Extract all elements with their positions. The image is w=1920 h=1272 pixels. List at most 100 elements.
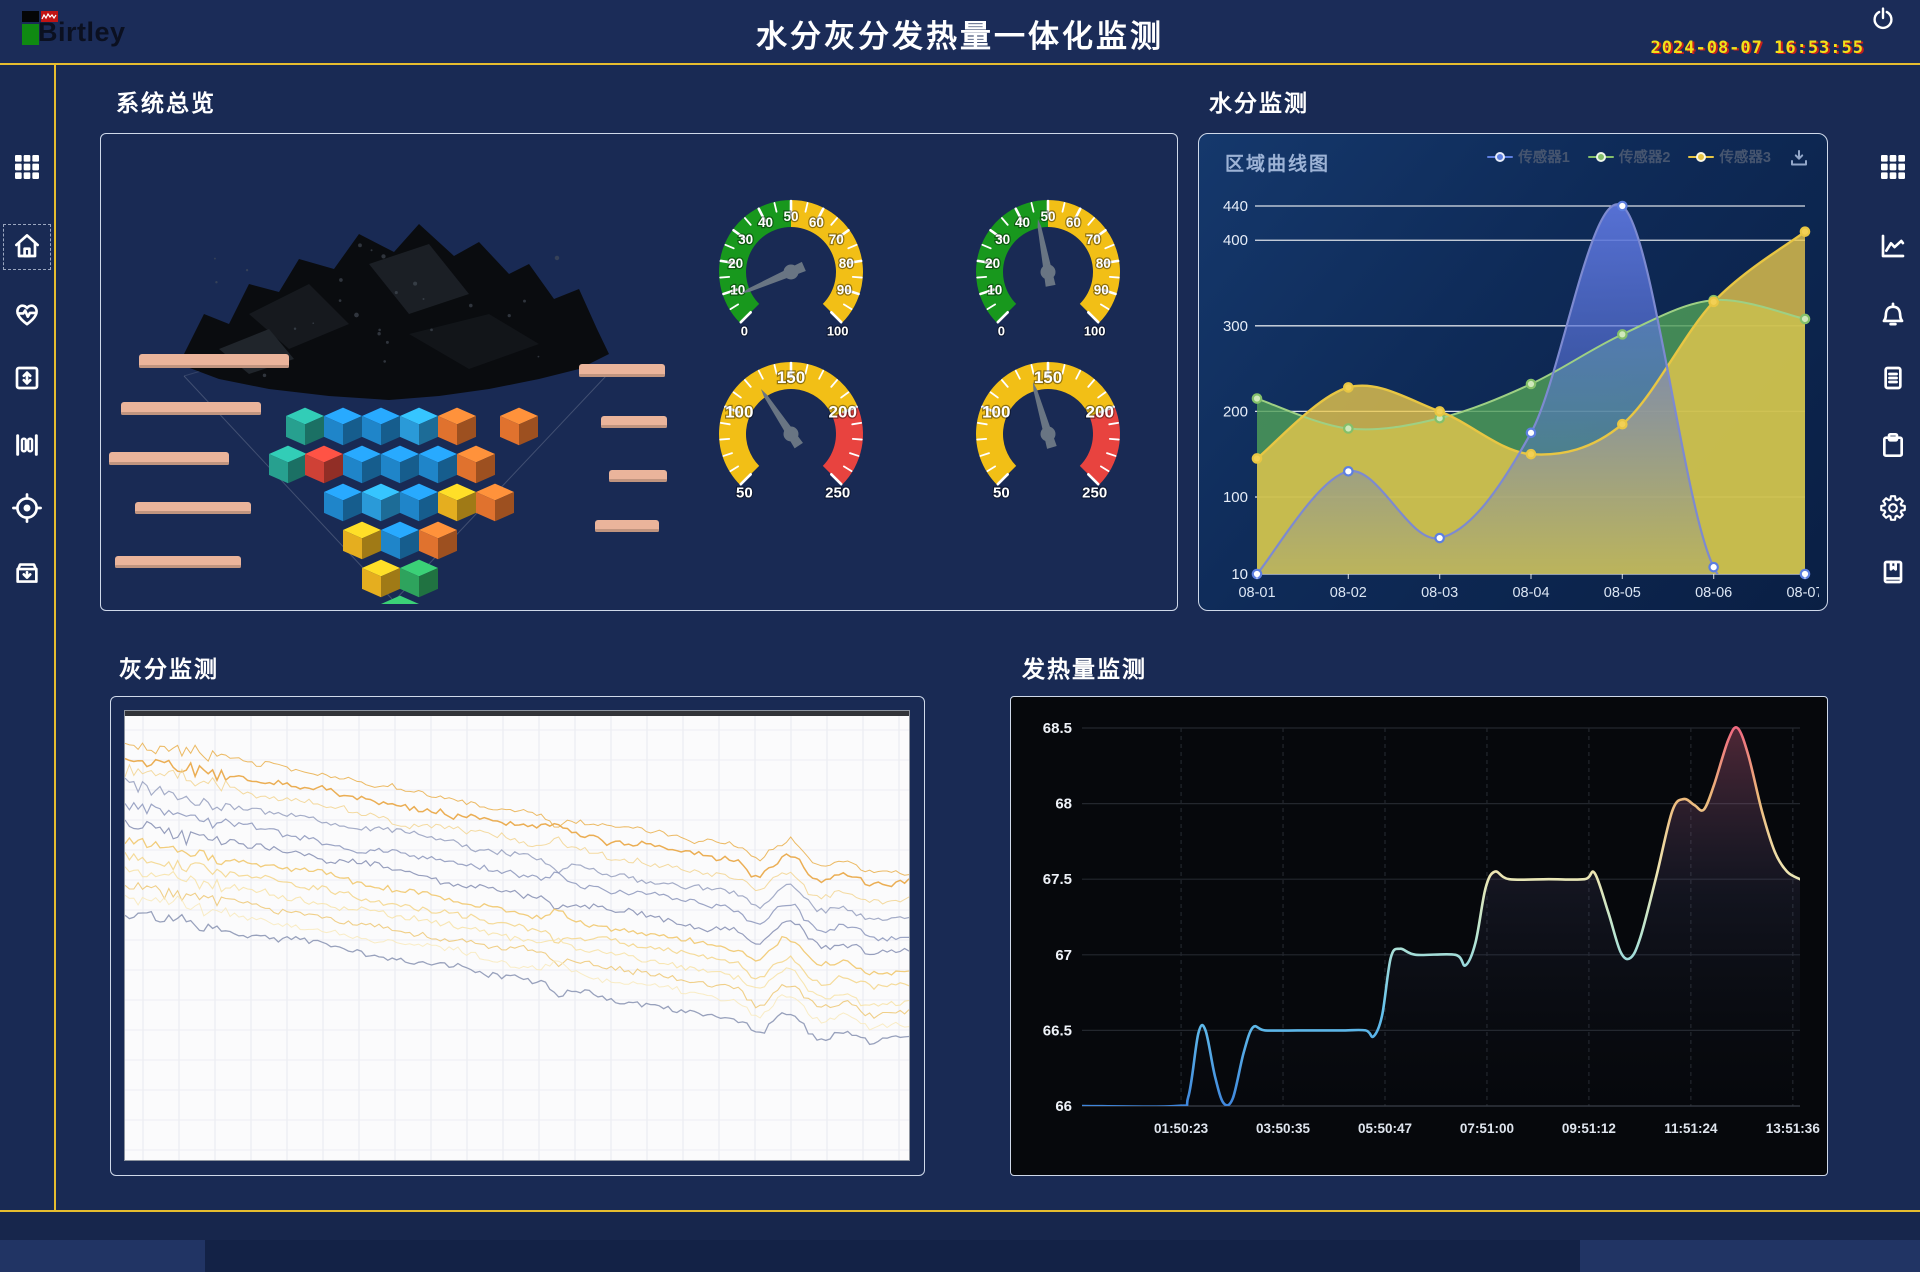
overview-panel: 10 20 30 40 50 60 70 80 90 0 100 10 20 30 40 50 60 70 80 9… [100, 133, 1178, 611]
bookmark-book-icon[interactable] [1877, 556, 1909, 588]
page-title: 水分灰分发热量一体化监测 [756, 19, 1164, 54]
calorific-section-title: 发热量监测 [1022, 656, 1147, 682]
legend-item[interactable]: 传感器2 [1587, 146, 1671, 167]
resize-vertical-icon[interactable] [11, 362, 43, 394]
legend-label: 传感器3 [1719, 150, 1771, 166]
gauge-moisture-2: 10 20 30 40 50 60 70 80 90 0 100 [953, 184, 1143, 344]
footer-inner-band [205, 1240, 1580, 1272]
svg-text:60: 60 [809, 215, 824, 230]
logo-zigzag-icon [41, 12, 57, 20]
svg-text:50: 50 [1040, 209, 1055, 224]
svg-text:03:50:35: 03:50:35 [1256, 1121, 1311, 1136]
clipboard-icon[interactable] [1877, 429, 1909, 461]
svg-text:200: 200 [1223, 403, 1248, 420]
svg-text:68.5: 68.5 [1043, 720, 1072, 737]
svg-text:40: 40 [1015, 215, 1030, 230]
svg-text:80: 80 [1096, 256, 1111, 271]
home-selected-box [3, 224, 51, 270]
svg-text:40: 40 [758, 215, 773, 230]
svg-text:08-05: 08-05 [1604, 585, 1641, 601]
svg-text:30: 30 [738, 232, 753, 247]
svg-text:67.5: 67.5 [1043, 871, 1072, 888]
moisture-section-title: 水分监测 [1209, 90, 1309, 116]
svg-text:66: 66 [1055, 1098, 1072, 1115]
svg-text:100: 100 [1084, 324, 1106, 339]
svg-text:08-07: 08-07 [1786, 585, 1819, 601]
svg-text:100: 100 [1223, 489, 1248, 506]
svg-text:08-06: 08-06 [1695, 585, 1732, 601]
svg-text:150: 150 [1034, 368, 1062, 387]
svg-text:11:51:24: 11:51:24 [1664, 1121, 1718, 1136]
ash-window-topbar [125, 711, 909, 716]
legend-label: 传感器2 [1618, 150, 1671, 166]
calorific-panel: 68.5 68 67.5 67 66.5 66 01:50:23 03:50:35 05:50:… [1010, 696, 1828, 1176]
ash-chart-window [124, 710, 910, 1161]
download-icon[interactable] [1787, 146, 1811, 170]
footer-strip [0, 1240, 1920, 1272]
gauge-calorific-2: 100 150 200 50 250 [953, 346, 1143, 506]
moisture-area-chart: 10 100 200 300 400 440 08-01 08-02 08-03 08-04 08-… [1223, 198, 1819, 601]
svg-text:68: 68 [1055, 796, 1072, 813]
svg-text:13:51:36: 13:51:36 [1766, 1121, 1821, 1136]
svg-text:50: 50 [993, 485, 1010, 502]
right-sidebar [1866, 65, 1920, 1212]
archive-download-icon[interactable] [11, 556, 43, 588]
moisture-legend: 传感器1 传感器2 传感器3 [1487, 146, 1771, 167]
svg-text:09:51:12: 09:51:12 [1562, 1121, 1616, 1136]
svg-text:90: 90 [1094, 282, 1109, 297]
svg-text:0: 0 [741, 324, 748, 339]
svg-text:100: 100 [827, 324, 849, 339]
svg-text:90: 90 [837, 282, 852, 297]
legend-label: 传感器1 [1518, 150, 1570, 166]
svg-text:200: 200 [1086, 403, 1114, 422]
footer [0, 1212, 1920, 1272]
home-icon[interactable] [11, 230, 43, 262]
header: Birtley 水分灰分发热量一体化监测 2024-08-07 16:53:55 [0, 0, 1920, 65]
columns-icon[interactable] [11, 429, 43, 461]
ash-multiline-chart [125, 716, 909, 1160]
svg-text:01:50:23: 01:50:23 [1154, 1121, 1209, 1136]
svg-text:20: 20 [728, 256, 743, 271]
svg-text:0: 0 [998, 324, 1005, 339]
svg-text:200: 200 [829, 403, 857, 422]
svg-text:250: 250 [1082, 485, 1107, 502]
svg-text:10: 10 [1231, 566, 1248, 583]
gear-icon[interactable] [1877, 492, 1909, 524]
svg-text:08-02: 08-02 [1330, 585, 1367, 601]
bell-icon[interactable] [1877, 298, 1909, 330]
legend-item[interactable]: 传感器1 [1487, 146, 1570, 167]
gauge-moisture-1: 10 20 30 40 50 60 70 80 90 0 100 [696, 184, 886, 344]
target-icon[interactable] [11, 492, 43, 524]
svg-text:08-04: 08-04 [1512, 585, 1549, 601]
svg-text:100: 100 [982, 403, 1010, 422]
ash-panel [110, 696, 925, 1176]
apps-grid-icon[interactable] [1877, 151, 1909, 183]
svg-text:50: 50 [736, 485, 753, 502]
svg-text:20: 20 [985, 256, 1000, 271]
overview-section-title: 系统总览 [116, 90, 216, 116]
svg-text:66.5: 66.5 [1043, 1022, 1072, 1039]
logo-red-square [41, 11, 58, 22]
svg-text:50: 50 [783, 209, 798, 224]
svg-text:60: 60 [1066, 215, 1081, 230]
svg-text:400: 400 [1223, 232, 1248, 249]
bottom-accent-line [0, 1210, 1920, 1212]
heart-pulse-icon[interactable] [11, 298, 43, 330]
datetime-display: 2024-08-07 16:53:55 [1650, 38, 1864, 58]
legend-item[interactable]: 传感器3 [1688, 146, 1771, 167]
calorific-line-chart: 68.5 68 67.5 67 66.5 66 01:50:23 03:50:35 05:50:… [1043, 720, 1821, 1136]
gauge-svg: 10 20 30 40 50 60 70 80 90 0 100 [719, 199, 863, 340]
power-icon[interactable] [1870, 6, 1896, 32]
gauge-svg: 100 150 200 50 250 [976, 361, 1120, 503]
svg-text:80: 80 [839, 256, 854, 271]
svg-text:100: 100 [725, 403, 753, 422]
svg-text:440: 440 [1223, 198, 1248, 215]
apps-grid-icon[interactable] [11, 151, 43, 183]
left-sidebar [0, 65, 56, 1212]
coal-3d-visualization [109, 224, 667, 604]
svg-text:05:50:47: 05:50:47 [1358, 1121, 1412, 1136]
line-chart-icon[interactable] [1877, 230, 1909, 262]
document-icon[interactable] [1877, 362, 1909, 394]
moisture-chart-header: 区域曲线图 传感器1 传感器2 传感器3 [1199, 134, 1827, 180]
